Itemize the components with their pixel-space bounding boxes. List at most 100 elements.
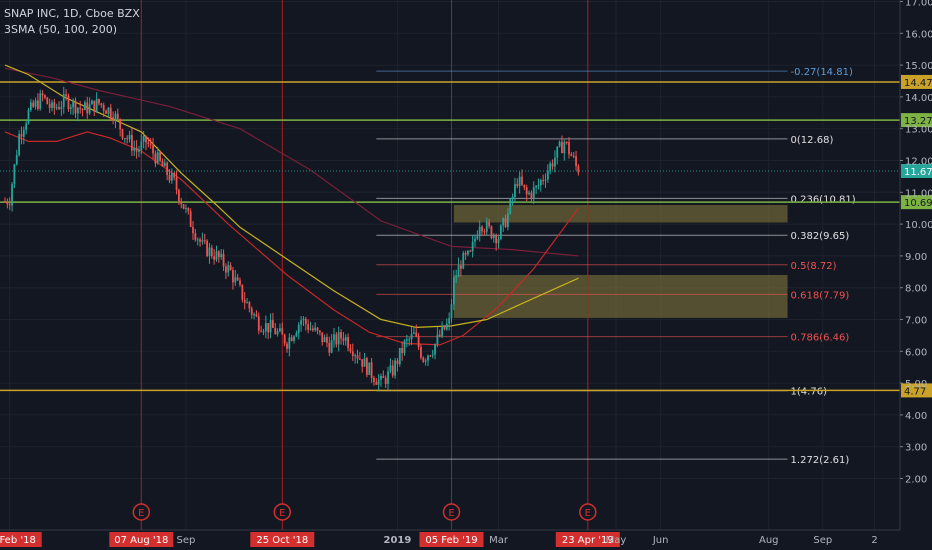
candle-body — [126, 138, 129, 140]
candle-body — [74, 100, 77, 114]
candle-body — [492, 235, 495, 239]
fib-level-label: 0.5(8.72) — [791, 261, 837, 272]
last-price-tag — [901, 163, 932, 178]
candle-body — [297, 324, 300, 334]
candle-body — [58, 107, 60, 110]
candle-body — [142, 136, 145, 142]
candle-body — [485, 221, 488, 232]
candle-body — [438, 334, 441, 337]
candle-body — [417, 336, 420, 348]
candle-body — [514, 184, 516, 197]
time-axis-label: Mar — [489, 535, 509, 546]
candle-body — [128, 134, 131, 140]
level-price-label: 4.77 — [904, 386, 926, 397]
indicator-title[interactable]: 3SMA (50, 100, 200) — [4, 23, 118, 36]
candle-body — [15, 155, 18, 165]
candle-body — [361, 359, 364, 367]
price-axis-label: 6.00 — [905, 347, 927, 358]
candle-body — [502, 218, 505, 226]
level-price-label: 13.27 — [904, 116, 932, 127]
candle-body — [474, 238, 476, 242]
sma-100-line — [4, 131, 579, 346]
candle-body — [79, 107, 82, 109]
price-axis[interactable]: 2.00 3.00 4.00 5.00 6.00 7.00 8.00 9.00 10.00 11.… — [899, 0, 932, 530]
candle-body — [528, 192, 530, 195]
candle-body — [86, 102, 89, 114]
candle-body — [37, 100, 39, 109]
candle-body — [152, 144, 154, 154]
candle-body — [279, 328, 281, 332]
candle-body — [539, 180, 542, 186]
candle-body — [121, 129, 124, 139]
candle-body — [138, 149, 140, 152]
candle-body — [114, 113, 117, 121]
candle-body — [133, 147, 136, 151]
candle-body — [215, 251, 218, 260]
candle-body — [314, 327, 317, 331]
candle-body — [112, 117, 114, 121]
candle-body — [241, 284, 244, 300]
candle-body — [269, 320, 272, 333]
last-price-line: 11.67 — [0, 163, 932, 178]
candle-body — [100, 103, 103, 106]
candle-body — [243, 299, 246, 303]
candle-body — [452, 277, 455, 305]
candle-body — [363, 358, 366, 367]
candle-body — [304, 318, 307, 325]
date-tag — [250, 532, 315, 547]
fib-level-label: 0.236(10.81) — [791, 194, 856, 205]
candle-body — [182, 204, 185, 209]
last-price-label: 11.67 — [904, 167, 932, 178]
candle-body — [558, 141, 561, 147]
fib-level-label: 0(12.68) — [791, 135, 834, 146]
candle-body — [384, 377, 387, 384]
candle-body — [410, 333, 413, 340]
horizontal-levels[interactable]: 14.47 13.27 10.69 4.77 — [0, 74, 932, 398]
candle-body — [232, 270, 234, 283]
candle-body — [311, 328, 314, 331]
candle-body — [563, 141, 566, 154]
candle-body — [460, 265, 462, 269]
candle-body — [556, 146, 559, 158]
level-price-tag — [901, 74, 932, 89]
candle-body — [488, 221, 490, 227]
fib-level-label: -0.27(14.81) — [791, 67, 853, 78]
date-tag-label: 25 Oct '18 — [256, 535, 308, 546]
candle-body — [572, 155, 575, 157]
price-axis-label: 17.00 — [905, 0, 932, 9]
candle-body — [434, 343, 436, 355]
candle-body — [210, 247, 213, 257]
candle-body — [91, 100, 93, 105]
candle-body — [469, 250, 472, 252]
candle-body — [116, 113, 119, 119]
price-axis-label: 16.00 — [905, 29, 932, 40]
candle-body — [464, 252, 467, 255]
candle-body — [507, 213, 509, 227]
time-axis[interactable]: 06 Feb '18 07 Aug '18 Sep 25 Oct '18 2019 05 … — [0, 529, 900, 547]
candle-body — [272, 320, 274, 328]
candle-body — [335, 334, 338, 345]
candle-body — [535, 186, 537, 188]
candle-body — [401, 347, 404, 353]
candle-body — [326, 337, 328, 343]
candle-body — [168, 174, 171, 181]
candle-body — [391, 365, 394, 376]
symbol-title[interactable]: SNAP INC, 1D, Cboe BZX — [4, 7, 140, 20]
candle-body — [257, 316, 260, 331]
candle-body — [483, 231, 486, 233]
candle-body — [189, 211, 192, 227]
candle-body — [60, 106, 63, 110]
candle-body — [448, 318, 451, 324]
candle-body — [546, 170, 549, 180]
candle-body — [253, 314, 255, 316]
date-tag-label: 07 Aug '18 — [114, 535, 168, 546]
candle-body — [187, 208, 190, 212]
candle-body — [575, 156, 577, 167]
price-axis-label: 11.00 — [905, 188, 932, 199]
candle-body — [358, 358, 361, 360]
earnings-badge-label: E — [585, 508, 591, 519]
candle-body — [394, 360, 396, 376]
candle-body — [288, 337, 291, 349]
